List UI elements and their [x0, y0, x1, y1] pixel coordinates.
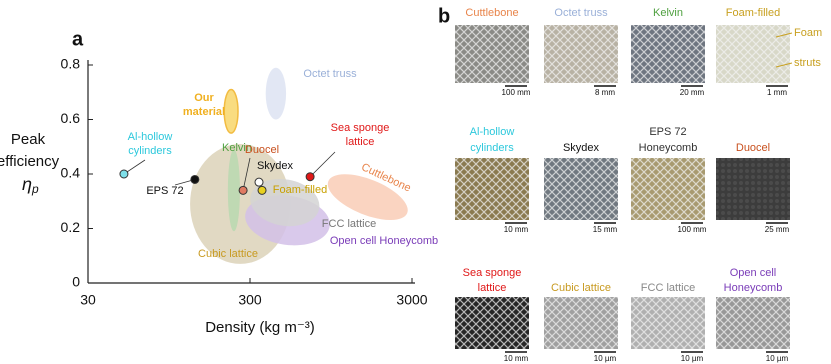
scale-label: 8 mm [595, 88, 615, 97]
scale-label: 10 µm [766, 354, 789, 363]
x-axis-label: Density (kg m⁻³) [205, 319, 315, 336]
photo-texture [455, 297, 529, 349]
photo-title: Cuttlebone [465, 7, 518, 19]
photo-texture [631, 158, 705, 220]
y-tick-label: 0.2 [61, 219, 81, 235]
point [238, 185, 248, 195]
photo-texture [544, 25, 618, 83]
point [190, 174, 200, 184]
point-label: Foam-filled [273, 184, 327, 196]
point-label: EPS 72 [146, 185, 183, 197]
panel-letter: b [438, 5, 450, 27]
annotation: Foam [794, 27, 822, 39]
y-tick-label: 0.4 [61, 165, 81, 181]
region-label: Cubic lattice [198, 248, 258, 260]
photo-title: Cubic lattice [551, 282, 611, 294]
panel-letter: a [72, 28, 84, 50]
scale-label: 10 µm [681, 354, 704, 363]
scale-label: 20 mm [680, 88, 705, 97]
scale-label: 25 mm [765, 225, 790, 234]
region [227, 149, 240, 232]
y-axis-symbol-sub: p [31, 182, 39, 196]
photo-title: Octet truss [554, 7, 608, 19]
point-label: cylinders [128, 145, 172, 157]
photo-texture [631, 297, 705, 349]
point-label: lattice [346, 136, 375, 148]
scale-label: 100 mm [502, 88, 531, 97]
x-tick-label: 300 [238, 292, 262, 308]
photo-title: Kelvin [653, 7, 683, 19]
photo-title: Honeycomb [639, 142, 698, 154]
photo-title: Sea sponge [463, 267, 522, 279]
leader-line [309, 151, 336, 178]
region-label: Octet truss [303, 68, 357, 80]
photo-texture [544, 297, 618, 349]
y-axis-label: Peak [11, 131, 46, 148]
photo-title: Skydex [563, 142, 600, 154]
scale-label: 10 mm [504, 354, 529, 363]
point-label: Al-hollow [128, 131, 173, 143]
photo-texture [716, 297, 790, 349]
x-tick-label: 3000 [396, 292, 427, 308]
region-label: FCC lattice [322, 218, 376, 230]
photo-title: Foam-filled [726, 7, 780, 19]
photo-texture [544, 158, 618, 220]
region-label: Our [194, 92, 214, 104]
scale-label: 100 mm [678, 225, 707, 234]
panel-b: b Cuttlebone 100 mm Octet truss 8 mm Kelvin 2… [438, 5, 822, 363]
point-label: Sea sponge [331, 122, 390, 134]
scale-label: 15 mm [593, 225, 618, 234]
y-tick-label: 0.6 [61, 110, 81, 126]
point [257, 185, 267, 195]
point [254, 177, 264, 187]
point-label: Skydex [257, 160, 294, 172]
scale-label: 10 mm [504, 225, 529, 234]
annotation-arrow [775, 62, 793, 68]
annotation-arrow [775, 32, 793, 38]
photo-texture [455, 158, 529, 220]
photo-title: Open cell [730, 267, 776, 279]
region-label: Kelvin [222, 142, 252, 154]
point [119, 169, 129, 179]
region [223, 88, 239, 134]
region [250, 179, 320, 227]
y-axis-label: efficiency [0, 153, 60, 170]
y-tick-label: 0.8 [61, 56, 81, 72]
photo-title: lattice [478, 282, 507, 294]
region [265, 67, 287, 120]
photo-texture [631, 25, 705, 83]
y-tick-label: 0 [72, 274, 80, 290]
y-axis-symbol-main: η [22, 174, 32, 194]
photo-texture [455, 25, 529, 83]
x-tick-label: 30 [80, 292, 96, 308]
point-label: Duocel [245, 144, 279, 156]
annotation: struts [794, 57, 821, 69]
region-label: material [183, 106, 225, 118]
photo-title: Duocel [736, 142, 770, 154]
photo-texture [716, 158, 790, 220]
region-label: Open cell Honeycomb [330, 235, 438, 247]
leader-line [242, 157, 251, 191]
y-axis-symbol: ηp [22, 174, 39, 196]
scale-label: 1 mm [767, 88, 787, 97]
photo-texture [716, 25, 790, 83]
photo-title: Al-hollow [470, 126, 515, 138]
photo-title: cylinders [470, 142, 514, 154]
panel-a: a 0 0.2 0.4 0.6 0.8 30 300 3000 Density (kg m⁻³)… [0, 28, 438, 336]
photo-title: FCC lattice [641, 282, 695, 294]
region [327, 174, 408, 221]
photo-title: Honeycomb [724, 282, 783, 294]
photo-title: EPS 72 [649, 126, 686, 138]
point [305, 172, 315, 182]
scale-label: 10 µm [594, 354, 617, 363]
